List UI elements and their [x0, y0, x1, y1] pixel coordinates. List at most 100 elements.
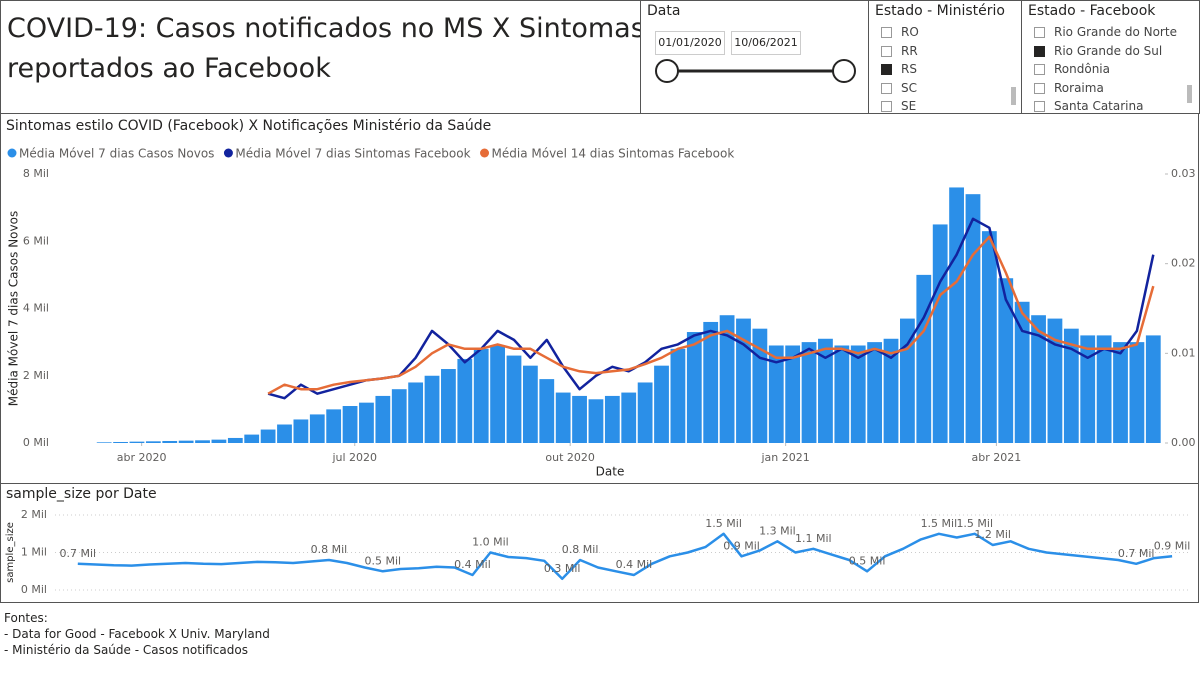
data-label: 1.5 Mil [921, 517, 958, 530]
checkbox[interactable] [1034, 64, 1045, 75]
legend-label: Média Móvel 7 dias Sintomas Facebook [235, 147, 470, 161]
slicer-item[interactable]: RO [901, 25, 919, 39]
dashboard-title: COVID-19: Casos notificados no MS X Sint… [7, 13, 645, 44]
y-axis-label: Média Móvel 7 dias Casos Novos [7, 211, 21, 406]
bar [752, 328, 768, 443]
data-label: 0.5 Mil [849, 554, 886, 567]
slicer-item[interactable]: SC [901, 80, 917, 95]
source-line: Fontes: [4, 611, 48, 625]
line-series [77, 532, 1173, 581]
x-tick-label: abr 2020 [117, 451, 167, 464]
bar [1063, 328, 1079, 443]
bar [850, 345, 866, 443]
bar [96, 442, 112, 443]
checkbox[interactable] [1034, 45, 1045, 57]
checkbox[interactable] [1034, 27, 1045, 38]
slider-handle[interactable] [832, 59, 856, 83]
charts: Sintomas estilo COVID (Facebook) X Notif… [0, 113, 1199, 603]
slider-handle[interactable] [655, 59, 679, 83]
scrollbar[interactable] [1187, 85, 1192, 103]
bar [145, 441, 161, 443]
slicer-item[interactable]: SE [901, 99, 917, 113]
checkbox[interactable] [881, 101, 892, 112]
bar [178, 440, 194, 443]
bar [801, 342, 817, 443]
slicer-item[interactable]: Roraima [1054, 80, 1104, 95]
bar [129, 441, 145, 443]
checkbox[interactable] [881, 27, 892, 38]
slicer-item[interactable]: Rondônia [1054, 62, 1110, 76]
bar [211, 439, 227, 443]
bar [457, 358, 473, 443]
bar [834, 345, 850, 443]
data-label: 0.5 Mil [364, 554, 401, 567]
end-date[interactable]: 10/06/2021 [731, 31, 801, 55]
bar [326, 409, 342, 443]
y-tick-label: 2 Mil [21, 508, 47, 521]
bar [998, 278, 1014, 443]
checkbox[interactable] [1034, 101, 1045, 112]
bar [473, 348, 489, 443]
date-range-slider[interactable] [651, 57, 861, 87]
source-line: - Data for Good - Facebook X Univ. Maryl… [4, 627, 270, 641]
legend-marker [7, 148, 17, 158]
scrollbar[interactable] [1011, 87, 1016, 105]
data-label: 1.1 Mil [795, 532, 832, 545]
bar [604, 395, 620, 443]
bar [785, 345, 801, 443]
bar [522, 365, 538, 443]
bar [375, 395, 391, 443]
bar [244, 434, 260, 443]
bar [588, 399, 604, 443]
legend-label: Média Móvel 7 dias Casos Novos [19, 147, 214, 161]
y-tick-label: 1 Mil [21, 546, 47, 559]
date-slicer: Data 01/01/2020 10/06/2021 [640, 0, 869, 114]
bar [965, 194, 981, 443]
bar [654, 365, 669, 443]
bar [932, 224, 948, 443]
slicer-item[interactable]: RR [901, 43, 918, 58]
dashboard-title: reportados ao Facebook [7, 53, 331, 84]
start-date[interactable]: 01/01/2020 [655, 31, 725, 55]
bar [621, 392, 637, 443]
bar [949, 187, 964, 443]
y-tick-label: 4 Mil [23, 302, 49, 315]
line-series [267, 235, 1155, 395]
checkbox[interactable] [881, 82, 892, 94]
checkbox[interactable] [881, 64, 892, 75]
data-label: 0.4 Mil [454, 558, 491, 571]
panel-border [0, 483, 1199, 603]
data-label: 0.9 Mil [723, 539, 760, 552]
slicer-item[interactable]: Santa Catarina [1054, 99, 1144, 113]
bar [703, 321, 719, 443]
slicer-item[interactable]: RS [901, 62, 917, 76]
data-label: 0.8 Mil [311, 543, 348, 556]
bar [441, 369, 456, 443]
bar [162, 440, 178, 443]
y-tick-label: 8 Mil [23, 167, 49, 180]
slicer-item[interactable]: Rio Grande do Norte [1054, 25, 1177, 39]
bar [1096, 335, 1112, 443]
data-label: 1.5 Mil [705, 517, 742, 530]
y2-tick-label: 0.00 [1171, 436, 1196, 449]
data-label: 1.3 Mil [759, 524, 796, 537]
bar [113, 441, 128, 443]
x-axis-label: Date [596, 465, 625, 479]
slicer-item[interactable]: Rio Grande do Sul [1054, 43, 1163, 58]
state-slicer: Estado - Facebook Rio Grande do Norte Rio… [1021, 0, 1200, 114]
bar [867, 342, 883, 443]
checkbox[interactable] [881, 45, 892, 57]
slicer-title: Estado - Facebook [1028, 3, 1156, 19]
bar [359, 402, 374, 443]
bar [572, 395, 587, 443]
bar [227, 437, 243, 443]
slicer-title: Data [647, 3, 681, 19]
bar [719, 315, 735, 443]
bar [195, 440, 210, 443]
y2-tick-label: 0.03 [1171, 167, 1196, 180]
checkbox[interactable] [1034, 82, 1045, 94]
bar [818, 338, 833, 443]
x-tick-label: jan 2021 [761, 451, 810, 464]
bar [309, 414, 325, 443]
bar [260, 429, 276, 443]
